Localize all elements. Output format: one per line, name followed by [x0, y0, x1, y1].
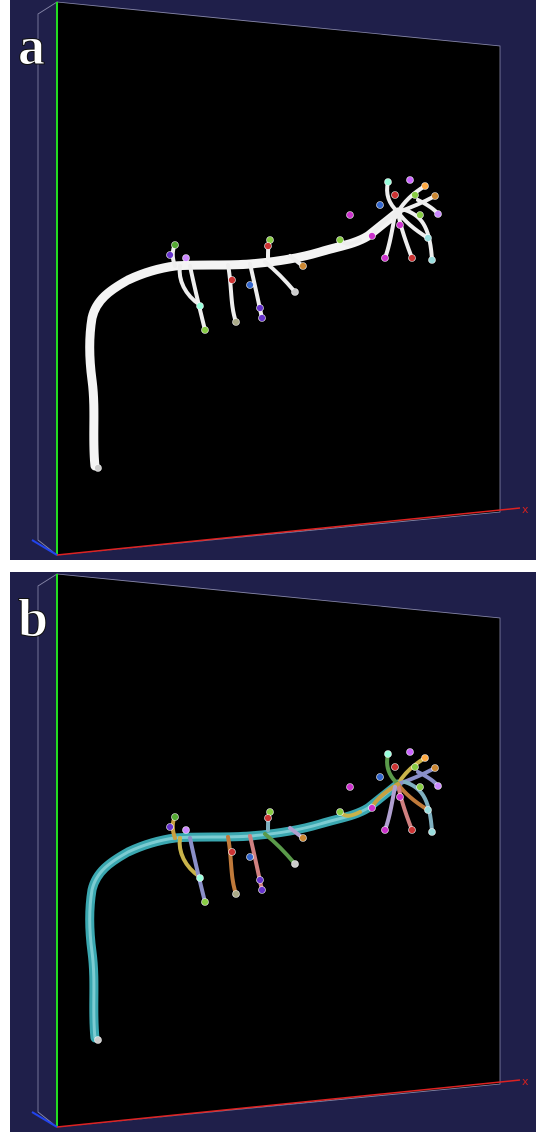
terminal	[417, 784, 424, 791]
terminal	[382, 827, 389, 834]
terminal	[183, 255, 190, 262]
terminal	[385, 751, 392, 758]
panel: xa	[10, 0, 536, 560]
terminal	[425, 235, 432, 242]
figure: xaxb	[0, 0, 536, 1132]
terminal	[412, 764, 419, 771]
terminal	[432, 193, 439, 200]
terminal	[259, 887, 266, 894]
terminal	[257, 305, 264, 312]
terminal	[409, 255, 416, 262]
terminal	[407, 749, 414, 756]
terminal	[392, 764, 399, 771]
terminal	[292, 861, 299, 868]
side-face	[38, 2, 57, 555]
terminal	[233, 891, 240, 898]
terminal	[425, 807, 432, 814]
terminal	[369, 233, 376, 240]
terminal	[247, 854, 254, 861]
panel-label: a	[18, 16, 45, 76]
terminal	[435, 211, 442, 218]
terminal	[202, 327, 209, 334]
terminal	[392, 192, 399, 199]
terminal	[397, 794, 404, 801]
terminal	[429, 257, 436, 264]
terminal	[197, 875, 204, 882]
panel-label: b	[18, 588, 48, 648]
terminal	[435, 783, 442, 790]
terminal	[292, 289, 299, 296]
terminal	[265, 243, 272, 250]
terminal	[257, 877, 264, 884]
panel: xb	[10, 572, 536, 1132]
terminal	[422, 755, 429, 762]
terminal	[202, 899, 209, 906]
terminal	[407, 177, 414, 184]
terminal	[95, 465, 102, 472]
terminal	[183, 827, 190, 834]
terminal	[377, 202, 384, 209]
terminal	[337, 237, 344, 244]
terminal	[229, 849, 236, 856]
terminal	[369, 805, 376, 812]
terminal	[347, 212, 354, 219]
terminal	[95, 1037, 102, 1044]
terminal	[412, 192, 419, 199]
terminal	[300, 835, 307, 842]
terminal	[229, 277, 236, 284]
terminal	[172, 242, 179, 249]
terminal	[247, 282, 254, 289]
terminal	[172, 814, 179, 821]
terminal	[397, 222, 404, 229]
terminal	[417, 212, 424, 219]
terminal	[429, 829, 436, 836]
terminal	[300, 263, 307, 270]
terminal	[197, 303, 204, 310]
terminal	[377, 774, 384, 781]
terminal	[259, 315, 266, 322]
axis-label: x	[522, 1075, 529, 1088]
terminal	[432, 765, 439, 772]
terminal	[265, 815, 272, 822]
terminal	[233, 319, 240, 326]
terminal	[167, 824, 174, 831]
terminal	[167, 252, 174, 259]
terminal	[409, 827, 416, 834]
terminal	[337, 809, 344, 816]
axis-label: x	[522, 503, 529, 516]
terminal	[382, 255, 389, 262]
side-face	[38, 574, 57, 1127]
terminal	[422, 183, 429, 190]
terminal	[385, 179, 392, 186]
terminal	[347, 784, 354, 791]
